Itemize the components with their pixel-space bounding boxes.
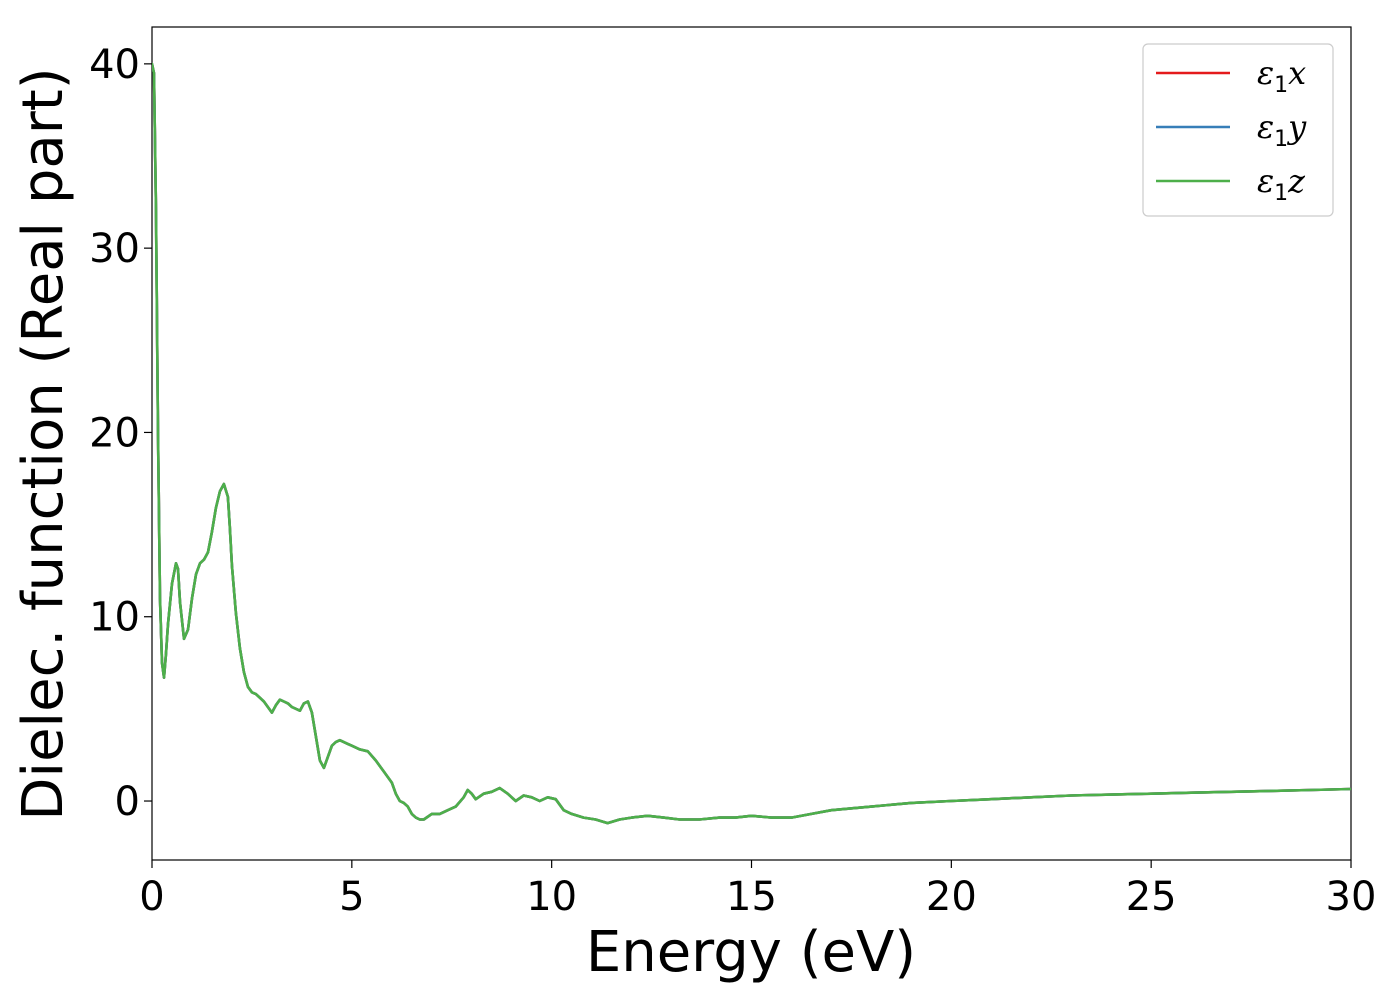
y-tick-label: 0: [115, 779, 140, 825]
x-tick-label: 10: [526, 874, 577, 920]
legend-label: ε1x: [1257, 54, 1306, 98]
series-line-z: [152, 62, 1351, 825]
x-axis-ticks: 0 5 10 15 20 25 30: [139, 860, 1376, 920]
x-tick-label: 0: [139, 874, 164, 920]
plot-area: 0 5 10 15 20 25 30 0 10 20 30 40: [89, 26, 1376, 920]
y-tick-label: 30: [89, 226, 140, 272]
x-axis-label: Energy (eV): [586, 920, 916, 985]
legend-label: ε1y: [1257, 108, 1307, 152]
y-axis-ticks: 0 10 20 30 40: [89, 42, 152, 825]
x-tick-label: 30: [1326, 874, 1377, 920]
series-layer: [152, 62, 1351, 825]
legend-entry-z: ε1z: [1156, 162, 1306, 206]
x-tick-label: 15: [726, 874, 777, 920]
y-axis-label: Dielec. function (Real part): [11, 67, 76, 820]
x-tick-label: 5: [339, 874, 364, 920]
legend-entry-y: ε1y: [1156, 108, 1307, 152]
y-tick-label: 40: [89, 42, 140, 88]
y-tick-label: 10: [89, 595, 140, 641]
legend-frame: [1142, 43, 1334, 217]
legend-entry-x: ε1x: [1156, 54, 1306, 98]
legend-label: ε1z: [1257, 162, 1306, 206]
legend: ε1x ε1y ε1z: [1142, 43, 1334, 217]
x-tick-label: 25: [1126, 874, 1177, 920]
legend-entries: ε1x ε1y ε1z: [1156, 54, 1307, 206]
y-tick-label: 20: [89, 410, 140, 456]
x-tick-label: 20: [926, 874, 977, 920]
